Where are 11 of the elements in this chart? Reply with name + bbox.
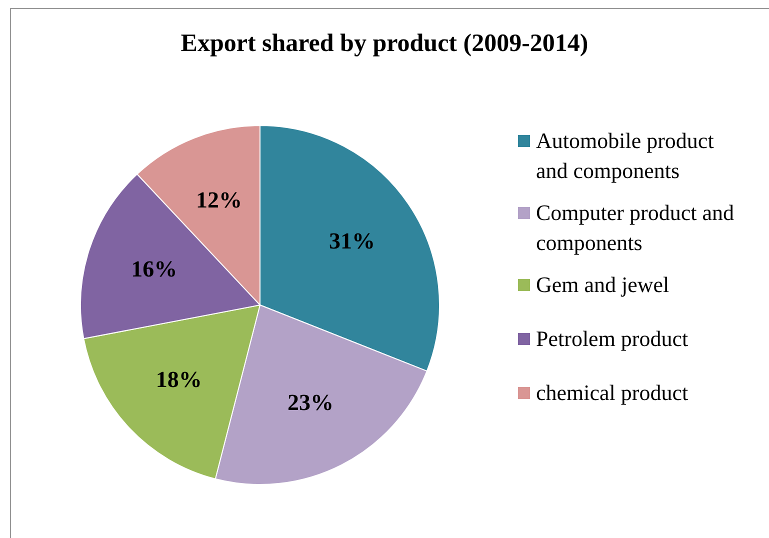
data-label: 23% [288, 390, 334, 416]
legend-label: Gem and jewel [536, 271, 670, 299]
legend-label: chemical product [536, 379, 688, 407]
data-label: 31% [329, 228, 376, 254]
chart-title: Export shared by product (2009-2014) [180, 30, 590, 58]
legend-label: Computer product and components [536, 199, 735, 257]
data-label: 16% [131, 256, 178, 282]
data-label: 18% [156, 367, 202, 392]
data-label: 12% [196, 187, 242, 212]
legend-label: Automobile product and components [536, 127, 715, 185]
legend-label: Petrolem product [536, 325, 688, 353]
